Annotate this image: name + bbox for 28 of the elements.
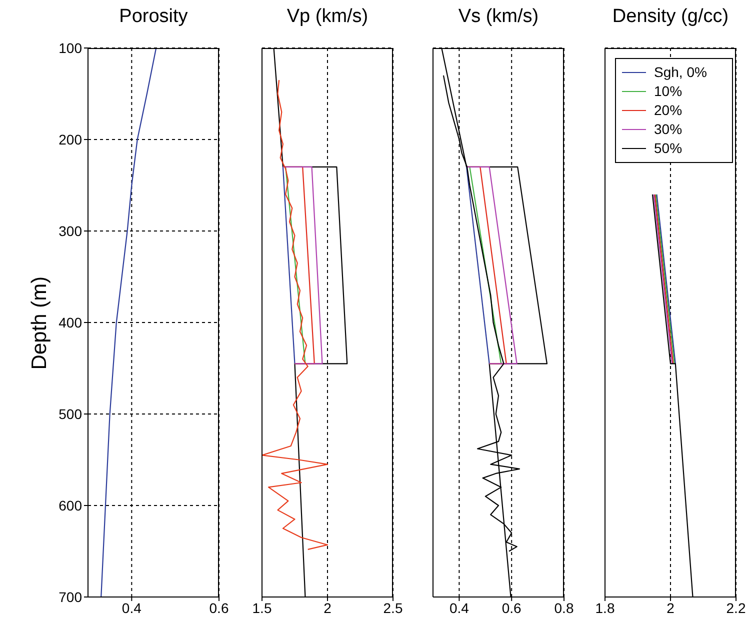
y-tick-label: 400 <box>58 314 82 330</box>
legend-label: 30% <box>654 120 682 139</box>
x-tick-label: 0.8 <box>554 600 574 616</box>
y-tick-label: 500 <box>58 406 82 422</box>
chart-title: Porosity <box>118 6 189 28</box>
legend-label: 10% <box>654 82 682 101</box>
y-tick-label: 200 <box>58 131 82 148</box>
y-tick-label: 100 <box>58 40 82 56</box>
y-tick-label: 600 <box>58 497 82 514</box>
chart-title: Vp (km/s) <box>286 6 370 28</box>
x-tick-label: 2 <box>324 600 332 616</box>
y-axis-title: Depth (m) <box>27 274 52 372</box>
y-tick-label: 700 <box>58 588 82 605</box>
x-tick-label: 0.6 <box>502 600 522 616</box>
x-tick-label: 0.4 <box>122 600 142 616</box>
x-tick-label: 0.4 <box>449 600 470 616</box>
x-tick-label: 1.5 <box>252 600 272 616</box>
x-tick-label: 2.2 <box>726 600 746 616</box>
legend-label: Sgh, 0% <box>654 63 707 82</box>
x-tick-label: 1.8 <box>595 600 615 616</box>
legend-label: 50% <box>654 139 682 158</box>
y-tick-label: 300 <box>58 222 82 239</box>
x-tick-label: 2 <box>666 600 675 616</box>
chart-title: Density (g/cc) <box>611 6 730 28</box>
legend-label: 20% <box>654 101 682 120</box>
x-tick-label: 0.6 <box>209 600 229 616</box>
x-tick-label: 2.5 <box>383 600 403 616</box>
chart-title: Vs (km/s) <box>457 6 540 28</box>
